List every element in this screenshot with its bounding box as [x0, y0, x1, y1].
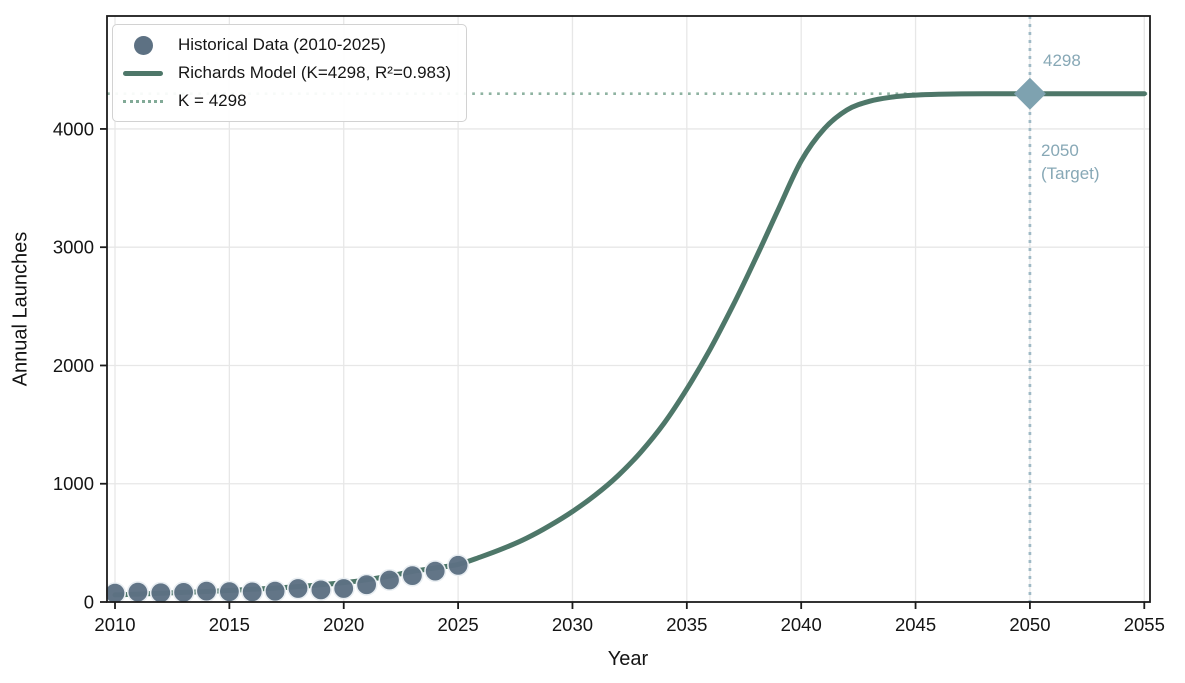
data-point: [378, 568, 401, 591]
x-tick-label: 2010: [94, 614, 135, 635]
data-point: [355, 573, 378, 596]
target-annotation: 2050 (Target): [1041, 139, 1100, 185]
x-tick-label: 2055: [1124, 614, 1165, 635]
x-tick-label: 2020: [323, 614, 364, 635]
x-tick-label: 2035: [666, 614, 707, 635]
legend-item-historical: Historical Data (2010-2025): [123, 32, 451, 58]
axis-ticks: 2010 2015 2020 2025 2030 2035 2040 2045 2050 2055…: [53, 118, 1165, 635]
x-tick-label: 2045: [895, 614, 936, 635]
legend-item-capacity: K = 4298: [123, 88, 451, 114]
data-point: [126, 581, 149, 603]
target-annotation-year: 2050: [1041, 141, 1079, 160]
x-tick-label: 2025: [438, 614, 479, 635]
data-point: [309, 578, 332, 601]
y-tick-label: 0: [84, 592, 94, 613]
plot-border: [106, 15, 1151, 603]
solid-line-icon: [123, 70, 163, 76]
historical-scatter: [106, 554, 470, 603]
y-axis-label: Annual Launches: [9, 231, 32, 387]
y-tick-label: 2000: [53, 355, 94, 376]
legend-swatch-wrap: [123, 70, 163, 76]
data-point: [447, 554, 470, 577]
y-tick-label: 4000: [53, 118, 94, 139]
legend-label-capacity: K = 4298: [178, 91, 247, 110]
x-tick-label: 2015: [209, 614, 250, 635]
x-axis-label: Year: [607, 648, 649, 670]
data-point: [264, 580, 287, 603]
capacity-annotation: 4298: [1043, 51, 1081, 70]
legend-swatch-wrap: [123, 35, 163, 55]
data-point: [149, 581, 172, 603]
target-annotation-sub: (Target): [1041, 164, 1100, 183]
data-point: [332, 577, 355, 600]
legend-item-model: Richards Model (K=4298, R²=0.983): [123, 60, 451, 86]
gridlines: [107, 16, 1150, 602]
x-tick-label: 2030: [552, 614, 593, 635]
data-point: [401, 564, 424, 587]
target-diamond-marker: [1013, 77, 1046, 110]
data-point: [286, 577, 309, 600]
x-tick-label: 2050: [1009, 614, 1050, 635]
data-point: [241, 580, 264, 603]
data-point: [106, 582, 126, 603]
legend-label-historical: Historical Data (2010-2025): [178, 35, 386, 54]
dotted-line-icon: [123, 99, 163, 103]
legend: Historical Data (2010-2025) Richards Mod…: [112, 24, 468, 122]
data-point: [172, 581, 195, 603]
data-point: [424, 560, 447, 583]
y-tick-label: 3000: [53, 237, 94, 258]
data-point: [218, 580, 241, 603]
x-tick-label: 2040: [781, 614, 822, 635]
data-point: [195, 580, 218, 603]
legend-label-model: Richards Model (K=4298, R²=0.983): [178, 63, 452, 82]
y-tick-label: 1000: [53, 473, 94, 494]
legend-swatch-wrap: [123, 99, 163, 103]
circle-marker-icon: [133, 35, 153, 55]
richards-model-curve: [112, 91, 1147, 598]
